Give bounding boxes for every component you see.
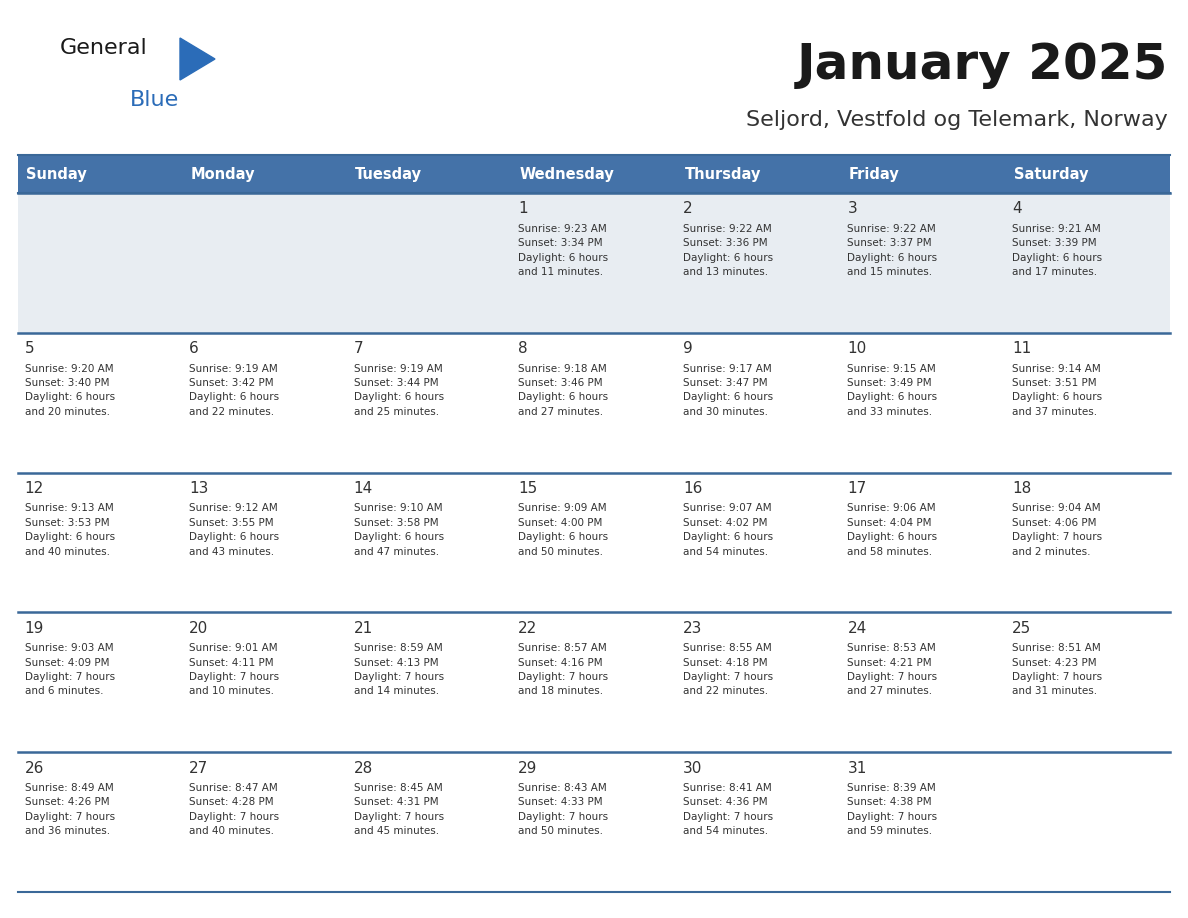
- Text: Sunrise: 9:17 AM
Sunset: 3:47 PM
Daylight: 6 hours
and 30 minutes.: Sunrise: 9:17 AM Sunset: 3:47 PM Dayligh…: [683, 364, 773, 417]
- Bar: [18, 193, 1170, 333]
- Text: Sunrise: 9:03 AM
Sunset: 4:09 PM
Daylight: 7 hours
and 6 minutes.: Sunrise: 9:03 AM Sunset: 4:09 PM Dayligh…: [25, 644, 115, 697]
- Text: 2: 2: [683, 201, 693, 217]
- Text: Sunrise: 9:21 AM
Sunset: 3:39 PM
Daylight: 6 hours
and 17 minutes.: Sunrise: 9:21 AM Sunset: 3:39 PM Dayligh…: [1012, 224, 1102, 277]
- Text: Sunrise: 9:10 AM
Sunset: 3:58 PM
Daylight: 6 hours
and 47 minutes.: Sunrise: 9:10 AM Sunset: 3:58 PM Dayligh…: [354, 503, 444, 556]
- Bar: [18, 473, 1170, 612]
- Text: Sunrise: 9:15 AM
Sunset: 3:49 PM
Daylight: 6 hours
and 33 minutes.: Sunrise: 9:15 AM Sunset: 3:49 PM Dayligh…: [847, 364, 937, 417]
- Text: 6: 6: [189, 341, 198, 356]
- Text: Wednesday: Wednesday: [520, 166, 614, 182]
- Text: 28: 28: [354, 761, 373, 776]
- Text: 24: 24: [847, 621, 867, 636]
- Text: 18: 18: [1012, 481, 1031, 496]
- Text: 12: 12: [25, 481, 44, 496]
- Text: 11: 11: [1012, 341, 1031, 356]
- Text: Sunrise: 8:59 AM
Sunset: 4:13 PM
Daylight: 7 hours
and 14 minutes.: Sunrise: 8:59 AM Sunset: 4:13 PM Dayligh…: [354, 644, 444, 697]
- Text: 17: 17: [847, 481, 867, 496]
- Text: 8: 8: [518, 341, 527, 356]
- Text: Sunday: Sunday: [26, 166, 87, 182]
- Text: Sunrise: 9:22 AM
Sunset: 3:37 PM
Daylight: 6 hours
and 15 minutes.: Sunrise: 9:22 AM Sunset: 3:37 PM Dayligh…: [847, 224, 937, 277]
- Text: Sunrise: 9:07 AM
Sunset: 4:02 PM
Daylight: 6 hours
and 54 minutes.: Sunrise: 9:07 AM Sunset: 4:02 PM Dayligh…: [683, 503, 773, 556]
- Text: 23: 23: [683, 621, 702, 636]
- Text: Sunrise: 9:18 AM
Sunset: 3:46 PM
Daylight: 6 hours
and 27 minutes.: Sunrise: 9:18 AM Sunset: 3:46 PM Dayligh…: [518, 364, 608, 417]
- Text: General: General: [61, 38, 147, 58]
- Text: Saturday: Saturday: [1013, 166, 1088, 182]
- Text: Sunrise: 9:01 AM
Sunset: 4:11 PM
Daylight: 7 hours
and 10 minutes.: Sunrise: 9:01 AM Sunset: 4:11 PM Dayligh…: [189, 644, 279, 697]
- Text: Sunrise: 9:22 AM
Sunset: 3:36 PM
Daylight: 6 hours
and 13 minutes.: Sunrise: 9:22 AM Sunset: 3:36 PM Dayligh…: [683, 224, 773, 277]
- Text: 4: 4: [1012, 201, 1022, 217]
- Bar: [1005, 155, 1170, 193]
- Text: 7: 7: [354, 341, 364, 356]
- Text: Sunrise: 9:20 AM
Sunset: 3:40 PM
Daylight: 6 hours
and 20 minutes.: Sunrise: 9:20 AM Sunset: 3:40 PM Dayligh…: [25, 364, 115, 417]
- Bar: [183, 155, 347, 193]
- Polygon shape: [181, 38, 215, 80]
- Bar: [512, 155, 676, 193]
- Text: January 2025: January 2025: [797, 41, 1168, 89]
- Text: Sunrise: 8:49 AM
Sunset: 4:26 PM
Daylight: 7 hours
and 36 minutes.: Sunrise: 8:49 AM Sunset: 4:26 PM Dayligh…: [25, 783, 115, 836]
- Text: 14: 14: [354, 481, 373, 496]
- Text: 20: 20: [189, 621, 208, 636]
- Text: 15: 15: [518, 481, 537, 496]
- Text: 9: 9: [683, 341, 693, 356]
- Text: Sunrise: 8:51 AM
Sunset: 4:23 PM
Daylight: 7 hours
and 31 minutes.: Sunrise: 8:51 AM Sunset: 4:23 PM Dayligh…: [1012, 644, 1102, 697]
- Text: 29: 29: [518, 761, 538, 776]
- Text: Sunrise: 8:41 AM
Sunset: 4:36 PM
Daylight: 7 hours
and 54 minutes.: Sunrise: 8:41 AM Sunset: 4:36 PM Dayligh…: [683, 783, 773, 836]
- Text: Sunrise: 9:06 AM
Sunset: 4:04 PM
Daylight: 6 hours
and 58 minutes.: Sunrise: 9:06 AM Sunset: 4:04 PM Dayligh…: [847, 503, 937, 556]
- Text: Sunrise: 9:13 AM
Sunset: 3:53 PM
Daylight: 6 hours
and 40 minutes.: Sunrise: 9:13 AM Sunset: 3:53 PM Dayligh…: [25, 503, 115, 556]
- Text: 5: 5: [25, 341, 34, 356]
- Text: 10: 10: [847, 341, 867, 356]
- Text: 30: 30: [683, 761, 702, 776]
- Text: Thursday: Thursday: [684, 166, 760, 182]
- Text: Sunrise: 8:55 AM
Sunset: 4:18 PM
Daylight: 7 hours
and 22 minutes.: Sunrise: 8:55 AM Sunset: 4:18 PM Dayligh…: [683, 644, 773, 697]
- Text: Sunrise: 9:12 AM
Sunset: 3:55 PM
Daylight: 6 hours
and 43 minutes.: Sunrise: 9:12 AM Sunset: 3:55 PM Dayligh…: [189, 503, 279, 556]
- Text: 22: 22: [518, 621, 537, 636]
- Bar: [841, 155, 1005, 193]
- Text: Sunrise: 8:47 AM
Sunset: 4:28 PM
Daylight: 7 hours
and 40 minutes.: Sunrise: 8:47 AM Sunset: 4:28 PM Dayligh…: [189, 783, 279, 836]
- Bar: [676, 155, 841, 193]
- Text: Sunrise: 9:09 AM
Sunset: 4:00 PM
Daylight: 6 hours
and 50 minutes.: Sunrise: 9:09 AM Sunset: 4:00 PM Dayligh…: [518, 503, 608, 556]
- Text: 19: 19: [25, 621, 44, 636]
- Text: Sunrise: 8:57 AM
Sunset: 4:16 PM
Daylight: 7 hours
and 18 minutes.: Sunrise: 8:57 AM Sunset: 4:16 PM Dayligh…: [518, 644, 608, 697]
- Text: 3: 3: [847, 201, 858, 217]
- Bar: [18, 752, 1170, 892]
- Text: Blue: Blue: [129, 90, 179, 110]
- Text: Sunrise: 8:39 AM
Sunset: 4:38 PM
Daylight: 7 hours
and 59 minutes.: Sunrise: 8:39 AM Sunset: 4:38 PM Dayligh…: [847, 783, 937, 836]
- Text: Sunrise: 9:04 AM
Sunset: 4:06 PM
Daylight: 7 hours
and 2 minutes.: Sunrise: 9:04 AM Sunset: 4:06 PM Dayligh…: [1012, 503, 1102, 556]
- Text: 1: 1: [518, 201, 527, 217]
- Text: Seljord, Vestfold og Telemark, Norway: Seljord, Vestfold og Telemark, Norway: [746, 110, 1168, 130]
- Text: Sunrise: 9:14 AM
Sunset: 3:51 PM
Daylight: 6 hours
and 37 minutes.: Sunrise: 9:14 AM Sunset: 3:51 PM Dayligh…: [1012, 364, 1102, 417]
- Text: 21: 21: [354, 621, 373, 636]
- Text: Sunrise: 9:19 AM
Sunset: 3:42 PM
Daylight: 6 hours
and 22 minutes.: Sunrise: 9:19 AM Sunset: 3:42 PM Dayligh…: [189, 364, 279, 417]
- Text: 25: 25: [1012, 621, 1031, 636]
- Text: Tuesday: Tuesday: [355, 166, 423, 182]
- Text: 16: 16: [683, 481, 702, 496]
- Text: Sunrise: 8:53 AM
Sunset: 4:21 PM
Daylight: 7 hours
and 27 minutes.: Sunrise: 8:53 AM Sunset: 4:21 PM Dayligh…: [847, 644, 937, 697]
- Text: Sunrise: 9:19 AM
Sunset: 3:44 PM
Daylight: 6 hours
and 25 minutes.: Sunrise: 9:19 AM Sunset: 3:44 PM Dayligh…: [354, 364, 444, 417]
- Text: Monday: Monday: [191, 166, 255, 182]
- Bar: [18, 333, 1170, 473]
- Text: Sunrise: 8:45 AM
Sunset: 4:31 PM
Daylight: 7 hours
and 45 minutes.: Sunrise: 8:45 AM Sunset: 4:31 PM Dayligh…: [354, 783, 444, 836]
- Text: Friday: Friday: [849, 166, 899, 182]
- Text: 27: 27: [189, 761, 208, 776]
- Text: Sunrise: 9:23 AM
Sunset: 3:34 PM
Daylight: 6 hours
and 11 minutes.: Sunrise: 9:23 AM Sunset: 3:34 PM Dayligh…: [518, 224, 608, 277]
- Bar: [18, 612, 1170, 752]
- Text: 13: 13: [189, 481, 209, 496]
- Text: 31: 31: [847, 761, 867, 776]
- Bar: [18, 155, 183, 193]
- Text: 26: 26: [25, 761, 44, 776]
- Text: Sunrise: 8:43 AM
Sunset: 4:33 PM
Daylight: 7 hours
and 50 minutes.: Sunrise: 8:43 AM Sunset: 4:33 PM Dayligh…: [518, 783, 608, 836]
- Bar: [347, 155, 512, 193]
